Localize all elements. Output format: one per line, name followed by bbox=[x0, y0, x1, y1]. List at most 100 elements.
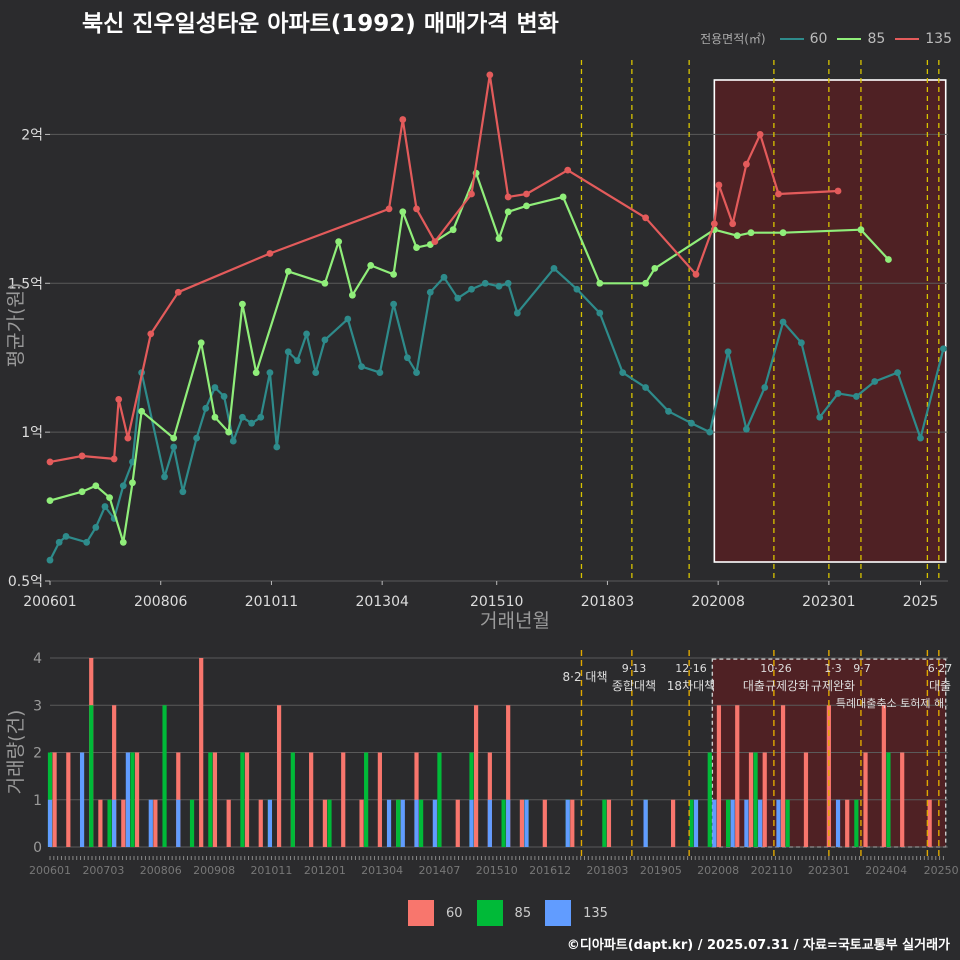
data-point-60 bbox=[816, 413, 824, 421]
volume-bar-85 bbox=[130, 752, 135, 847]
volume-bar-85 bbox=[602, 799, 607, 847]
policy-label: 12·16 bbox=[675, 662, 707, 675]
volume-bar-60 bbox=[881, 705, 886, 847]
data-point-135 bbox=[504, 193, 512, 201]
data-point-60 bbox=[92, 524, 100, 531]
data-point-60 bbox=[294, 357, 301, 365]
volume-bar-135 bbox=[148, 799, 153, 847]
data-point-60 bbox=[779, 318, 787, 326]
volume-bar-85 bbox=[419, 799, 424, 847]
policy-label: 종합대책 bbox=[612, 678, 656, 693]
data-point-85 bbox=[596, 279, 604, 287]
data-point-60 bbox=[101, 503, 109, 510]
volume-bar-135 bbox=[693, 799, 699, 847]
series-line-135 bbox=[49, 73, 839, 463]
data-point-60 bbox=[852, 393, 860, 400]
data-point-60 bbox=[596, 309, 604, 317]
data-point-60 bbox=[170, 443, 178, 451]
volume-bar-60 bbox=[762, 752, 767, 847]
data-point-60 bbox=[220, 393, 228, 400]
data-point-135 bbox=[715, 181, 723, 189]
data-point-85 bbox=[399, 208, 407, 216]
volume-bar-85 bbox=[396, 799, 401, 847]
volume-bar-85 bbox=[854, 799, 859, 847]
data-point-135 bbox=[468, 190, 475, 198]
data-point-60 bbox=[358, 363, 365, 371]
data-point-85 bbox=[559, 193, 567, 201]
bar-legend-swatch-60 bbox=[408, 900, 434, 926]
volume-bar-85 bbox=[162, 705, 167, 847]
volume-bar-60 bbox=[258, 799, 263, 847]
volume-y-axis-title: 거래량(건) bbox=[5, 710, 27, 795]
data-point-60 bbox=[940, 345, 947, 353]
volume-legend: 60 85 135 bbox=[408, 900, 608, 926]
volume-bar-135 bbox=[112, 799, 117, 847]
volume-bar-85 bbox=[107, 799, 112, 847]
data-point-60 bbox=[46, 556, 54, 564]
volume-bar-135 bbox=[487, 799, 492, 847]
data-point-60 bbox=[619, 369, 627, 376]
volume-bar-85 bbox=[364, 752, 369, 847]
data-point-60 bbox=[797, 339, 805, 347]
volume-bar-60 bbox=[121, 799, 126, 847]
volume-bar-85 bbox=[89, 705, 94, 847]
data-point-85 bbox=[106, 494, 113, 502]
policy-label: 10·26 bbox=[760, 662, 792, 675]
data-point-60 bbox=[894, 369, 902, 376]
volume-bar-60 bbox=[199, 658, 204, 847]
data-point-85 bbox=[504, 208, 512, 216]
legend-swatch-85 bbox=[837, 37, 862, 40]
volume-bar-60 bbox=[716, 705, 722, 847]
volume-bar-135 bbox=[643, 799, 648, 847]
data-point-60 bbox=[454, 294, 462, 302]
volume-y-tick-label: 0 bbox=[33, 840, 42, 856]
volume-bar-60 bbox=[212, 752, 218, 847]
volume-x-tick-label: 200601 bbox=[29, 864, 71, 877]
volume-x-tick-label: 202110 bbox=[751, 864, 793, 877]
bar-legend-label-60: 60 bbox=[446, 905, 463, 921]
data-point-85 bbox=[335, 238, 343, 246]
volume-bar-135 bbox=[776, 799, 781, 847]
legend-item-85: 85 bbox=[837, 31, 885, 47]
volume-bar-135 bbox=[386, 799, 392, 847]
data-point-85 bbox=[413, 244, 420, 251]
legend-title: 전용면적(㎡) bbox=[700, 32, 766, 46]
data-point-60 bbox=[202, 404, 210, 412]
volume-bar-60 bbox=[276, 705, 282, 847]
volume-bar-60 bbox=[826, 705, 831, 847]
data-point-85 bbox=[129, 479, 136, 487]
volume-bar-135 bbox=[432, 799, 437, 847]
data-point-135 bbox=[266, 250, 274, 257]
volume-x-tick-label: 201011 bbox=[250, 864, 292, 877]
policy-label: 대출규제강화 bbox=[743, 679, 809, 693]
volume-bar-135 bbox=[744, 799, 749, 847]
volume-y-tick-label: 3 bbox=[33, 698, 42, 714]
volume-x-tick-label: 201612 bbox=[529, 864, 571, 877]
data-point-60 bbox=[55, 538, 63, 546]
volume-bar-60 bbox=[900, 752, 905, 847]
volume-x-tick-label: 20250 bbox=[924, 864, 959, 877]
data-point-60 bbox=[504, 279, 512, 287]
volume-bar-60 bbox=[226, 799, 231, 847]
volume-x-tick-label: 200908 bbox=[193, 864, 235, 877]
y-tick-label: 2억 bbox=[21, 127, 43, 143]
policy-label: 1·3 bbox=[824, 662, 842, 675]
data-point-60 bbox=[834, 390, 842, 397]
data-point-60 bbox=[761, 384, 769, 391]
data-point-60 bbox=[193, 434, 201, 442]
data-point-85 bbox=[651, 265, 659, 272]
volume-bar-60 bbox=[322, 799, 327, 847]
volume-bar-60 bbox=[153, 799, 158, 847]
data-point-60 bbox=[83, 538, 91, 546]
volume-bar-60 bbox=[748, 752, 754, 847]
legend-label-85: 85 bbox=[867, 30, 886, 47]
volume-x-tick-label: 201304 bbox=[361, 864, 403, 877]
data-point-60 bbox=[743, 425, 750, 433]
highlight-range-box bbox=[713, 79, 947, 563]
volume-x-tick-label: 201803 bbox=[586, 864, 628, 877]
x-tick-label: 202008 bbox=[691, 594, 744, 610]
volume-y-tick-label: 4 bbox=[33, 651, 42, 667]
data-point-85 bbox=[119, 538, 127, 546]
data-point-60 bbox=[229, 437, 237, 445]
data-point-60 bbox=[550, 265, 558, 272]
